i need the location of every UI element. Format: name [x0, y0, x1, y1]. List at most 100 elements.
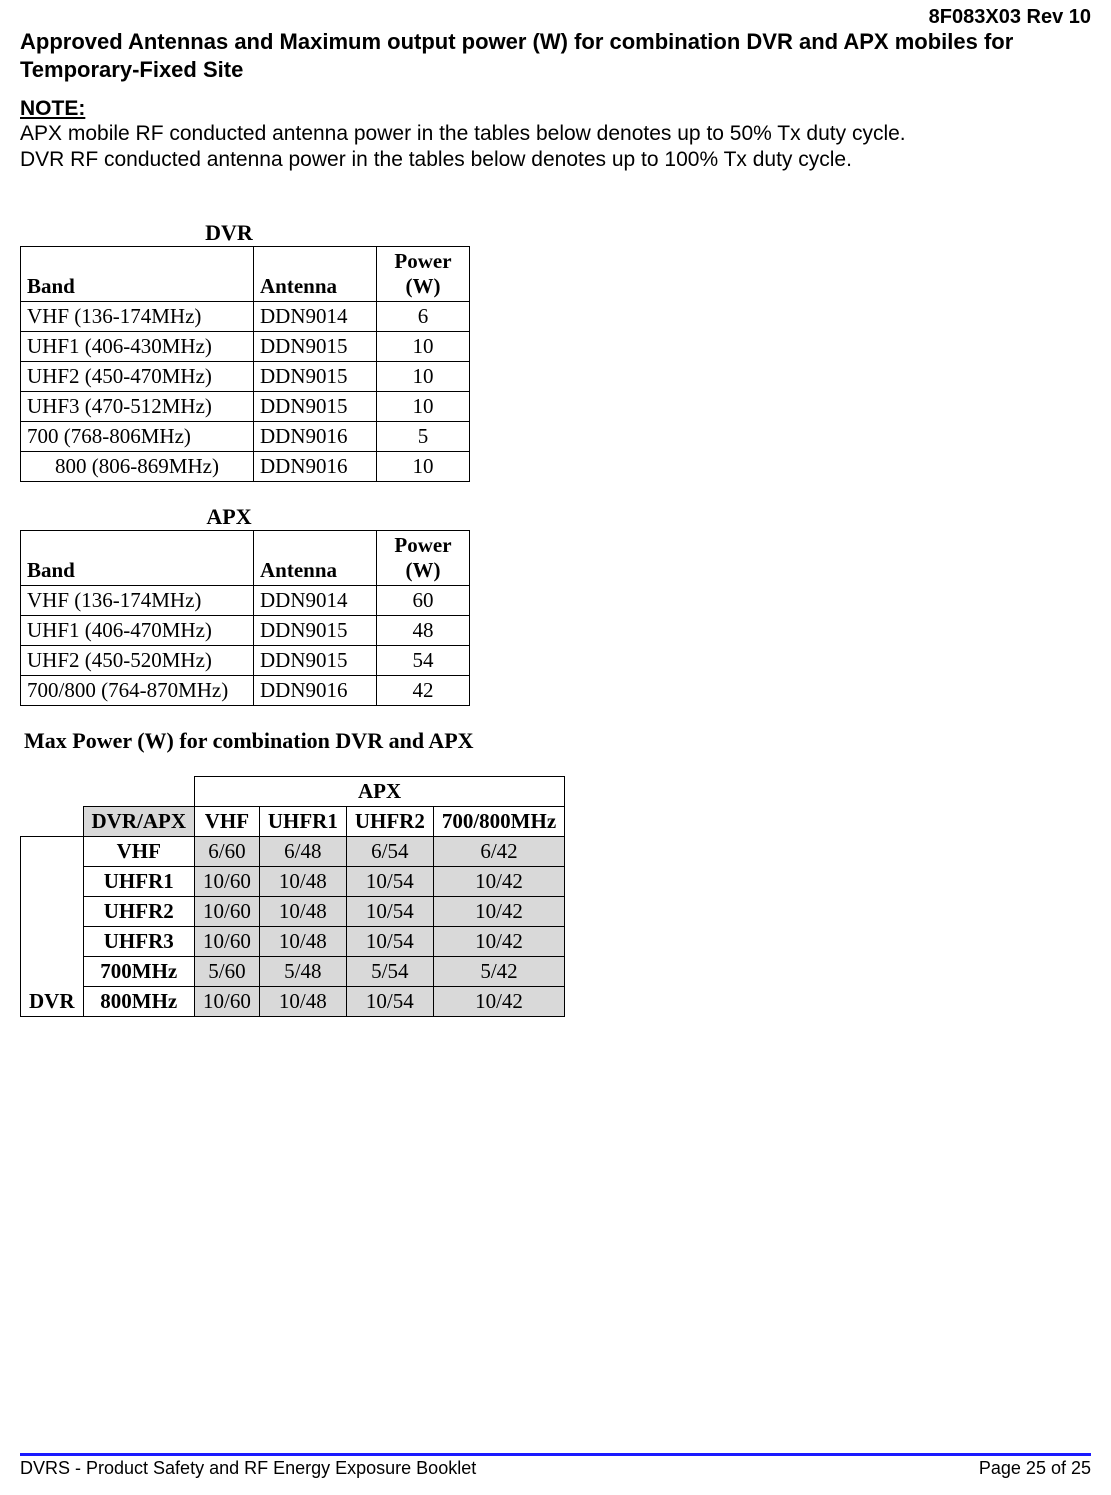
combo-row-label: UHFR1	[83, 866, 195, 896]
cell-power: 10	[377, 361, 470, 391]
col-header-antenna: Antenna	[254, 246, 377, 301]
combo-cell: 5/54	[346, 956, 433, 986]
cell-antenna: DDN9014	[254, 301, 377, 331]
combo-cell: 10/60	[195, 896, 260, 926]
table-row: VHF (136-174MHz)DDN90146	[21, 301, 470, 331]
combo-cell: 10/48	[259, 926, 346, 956]
table-row: 800 (806-869MHz)DDN901610	[21, 451, 470, 481]
combo-caption: Max Power (W) for combination DVR and AP…	[24, 728, 1091, 754]
cell-antenna: DDN9015	[254, 391, 377, 421]
apx-table: Band Antenna Power (W) VHF (136-174MHz)D…	[20, 530, 470, 706]
cell-power: 10	[377, 331, 470, 361]
document-id: 8F083X03 Rev 10	[929, 6, 1091, 29]
table-row: 700MHz5/605/485/545/42	[21, 956, 565, 986]
combo-row-label: 800MHz	[83, 986, 195, 1016]
cell-antenna: DDN9016	[254, 421, 377, 451]
combo-cell: 10/48	[259, 866, 346, 896]
col-header-antenna: Antenna	[254, 530, 377, 585]
table-row: UHF2 (450-470MHz)DDN901510	[21, 361, 470, 391]
dvr-table-caption: DVR	[20, 220, 438, 246]
cell-band: 700/800 (764-870MHz)	[21, 675, 254, 705]
combo-cell: 10/42	[433, 896, 564, 926]
combo-cell: 10/60	[195, 866, 260, 896]
blank-cell	[21, 776, 195, 806]
table-row: UHFR310/6010/4810/5410/42	[21, 926, 565, 956]
table-row: VHF (136-174MHz)DDN901460	[21, 585, 470, 615]
cell-power: 10	[377, 391, 470, 421]
combo-cell: 6/48	[259, 836, 346, 866]
table-row: UHF1 (406-430MHz)DDN901510	[21, 331, 470, 361]
cell-power: 5	[377, 421, 470, 451]
combo-cell: 10/60	[195, 986, 260, 1016]
combo-cell: 10/54	[346, 896, 433, 926]
cell-band: 700 (768-806MHz)	[21, 421, 254, 451]
combo-cell: 6/42	[433, 836, 564, 866]
cell-power: 6	[377, 301, 470, 331]
combo-apx-header: APX	[195, 776, 565, 806]
cell-antenna: DDN9016	[254, 451, 377, 481]
table-row: 700 (768-806MHz)DDN90165	[21, 421, 470, 451]
cell-band: UHF2 (450-470MHz)	[21, 361, 254, 391]
combo-cell: 10/48	[259, 896, 346, 926]
combo-cell: 10/54	[346, 866, 433, 896]
note-line-1: APX mobile RF conducted antenna power in…	[20, 121, 1091, 147]
table-row: UHFR210/6010/4810/5410/42	[21, 896, 565, 926]
col-header-power: Power (W)	[377, 246, 470, 301]
note-label: NOTE:	[20, 97, 85, 120]
col-header-band: Band	[21, 530, 254, 585]
combo-row-label: UHFR2	[83, 896, 195, 926]
cell-antenna: DDN9015	[254, 645, 377, 675]
combo-cell: 5/60	[195, 956, 260, 986]
cell-band: UHF3 (470-512MHz)	[21, 391, 254, 421]
table-row: UHFR110/6010/4810/5410/42	[21, 866, 565, 896]
combo-row-label: 700MHz	[83, 956, 195, 986]
cell-power: 48	[377, 615, 470, 645]
note-line-2: DVR RF conducted antenna power in the ta…	[20, 147, 1091, 173]
cell-band: 800 (806-869MHz)	[21, 451, 254, 481]
col-header-band: Band	[21, 246, 254, 301]
combo-col-header: UHFR2	[346, 806, 433, 836]
cell-antenna: DDN9015	[254, 361, 377, 391]
cell-antenna: DDN9016	[254, 675, 377, 705]
cell-antenna: DDN9015	[254, 331, 377, 361]
cell-power: 10	[377, 451, 470, 481]
combo-table: APXDVR/APXVHFUHFR1UHFR2700/800MHzDVRVHF6…	[20, 776, 565, 1017]
table-row: 800MHz10/6010/4810/5410/42	[21, 986, 565, 1016]
cell-band: UHF2 (450-520MHz)	[21, 645, 254, 675]
combo-row-label: VHF	[83, 836, 195, 866]
table-row: UHF2 (450-520MHz)DDN901554	[21, 645, 470, 675]
cell-power: 60	[377, 585, 470, 615]
table-row: DVRVHF6/606/486/546/42	[21, 836, 565, 866]
page-footer: DVRS - Product Safety and RF Energy Expo…	[20, 1453, 1091, 1479]
combo-dvr-header: DVR	[21, 836, 84, 1016]
combo-corner: DVR/APX	[83, 806, 195, 836]
combo-col-header: UHFR1	[259, 806, 346, 836]
combo-cell: 5/42	[433, 956, 564, 986]
combo-cell: 6/60	[195, 836, 260, 866]
table-row: 700/800 (764-870MHz)DDN901642	[21, 675, 470, 705]
cell-power: 42	[377, 675, 470, 705]
footer-left: DVRS - Product Safety and RF Energy Expo…	[20, 1458, 476, 1479]
cell-band: VHF (136-174MHz)	[21, 585, 254, 615]
col-header-power: Power (W)	[377, 530, 470, 585]
combo-cell: 5/48	[259, 956, 346, 986]
combo-cell: 10/54	[346, 926, 433, 956]
cell-power: 54	[377, 645, 470, 675]
combo-cell: 10/54	[346, 986, 433, 1016]
combo-col-header: VHF	[195, 806, 260, 836]
table-row: UHF1 (406-470MHz)DDN901548	[21, 615, 470, 645]
combo-row-label: UHFR3	[83, 926, 195, 956]
combo-cell: 10/60	[195, 926, 260, 956]
page-title: Approved Antennas and Maximum output pow…	[20, 28, 1091, 83]
cell-band: UHF1 (406-470MHz)	[21, 615, 254, 645]
apx-table-caption: APX	[20, 504, 438, 530]
footer-right: Page 25 of 25	[979, 1458, 1091, 1479]
blank-cell	[21, 806, 84, 836]
combo-col-header: 700/800MHz	[433, 806, 564, 836]
table-row: UHF3 (470-512MHz)DDN901510	[21, 391, 470, 421]
cell-antenna: DDN9015	[254, 615, 377, 645]
cell-antenna: DDN9014	[254, 585, 377, 615]
cell-band: VHF (136-174MHz)	[21, 301, 254, 331]
combo-cell: 6/54	[346, 836, 433, 866]
combo-cell: 10/48	[259, 986, 346, 1016]
